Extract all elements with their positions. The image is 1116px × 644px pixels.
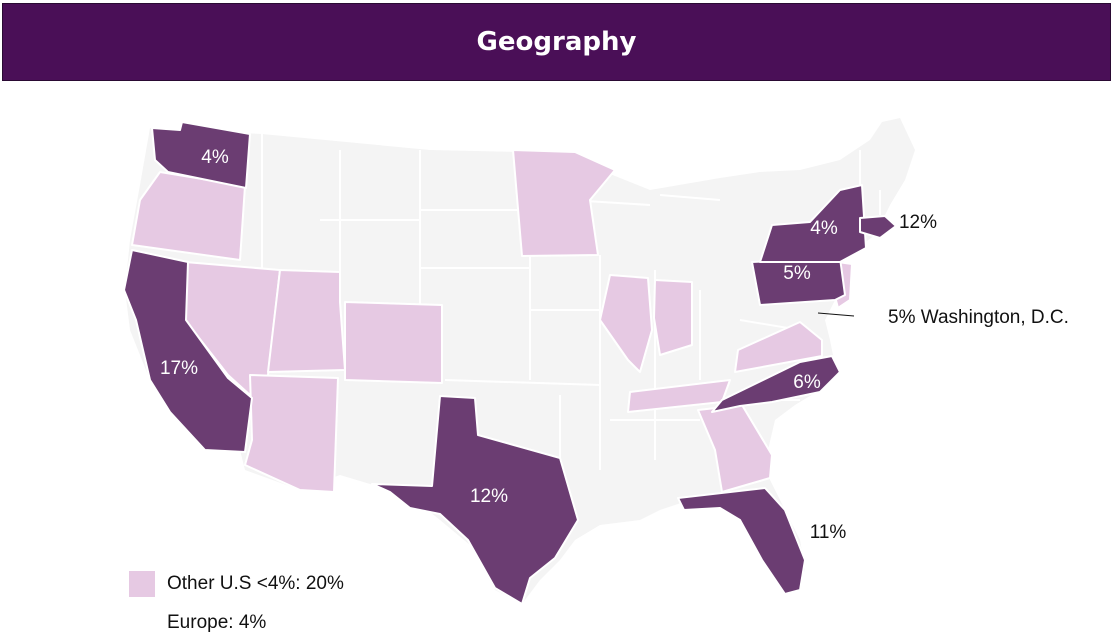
legend-swatch-other xyxy=(129,571,155,597)
highlighted-states xyxy=(123,121,897,605)
label-dc: 5% Washington, D.C. xyxy=(888,307,1069,328)
legend: Other U.S <4%: 20% xyxy=(129,570,344,598)
legend-item-other: Other U.S <4%: 20% xyxy=(129,570,344,598)
state-north-carolina xyxy=(711,355,841,413)
state-colorado xyxy=(344,301,443,384)
header-banner: Geography xyxy=(2,3,1111,81)
state-arizona xyxy=(244,374,339,493)
legend-label-europe: Europe: 4% xyxy=(167,612,267,633)
label-massachusetts: 12% xyxy=(899,212,937,233)
state-florida xyxy=(677,487,806,595)
state-new-york xyxy=(759,184,867,263)
map-labels: 4% 17% 12% 11% 6% 5% 4% 12% 5% Washingto… xyxy=(160,147,1069,543)
page-title: Geography xyxy=(476,27,637,57)
label-washington: 4% xyxy=(201,147,229,168)
state-indiana xyxy=(653,279,693,356)
label-florida: 11% xyxy=(810,522,847,543)
label-california: 17% xyxy=(160,358,198,379)
state-utah xyxy=(267,269,346,373)
state-california xyxy=(123,249,253,453)
state-massachusetts xyxy=(859,215,897,239)
state-minnesota xyxy=(512,149,616,257)
legend-label-other: Other U.S <4%: 20% xyxy=(167,573,344,594)
label-north-carolina: 6% xyxy=(793,372,821,393)
other-states xyxy=(131,149,853,493)
dc-leader-line xyxy=(817,312,855,317)
us-land xyxy=(125,118,915,604)
label-new-york: 4% xyxy=(810,218,838,239)
state-virginia xyxy=(734,321,823,373)
label-pennsylvania: 5% xyxy=(783,263,811,284)
state-texas xyxy=(371,395,579,605)
label-texas: 12% xyxy=(470,486,508,507)
legend-item-europe: Europe: 4% xyxy=(167,612,266,634)
state-illinois xyxy=(599,274,653,373)
state-washington xyxy=(151,121,251,189)
